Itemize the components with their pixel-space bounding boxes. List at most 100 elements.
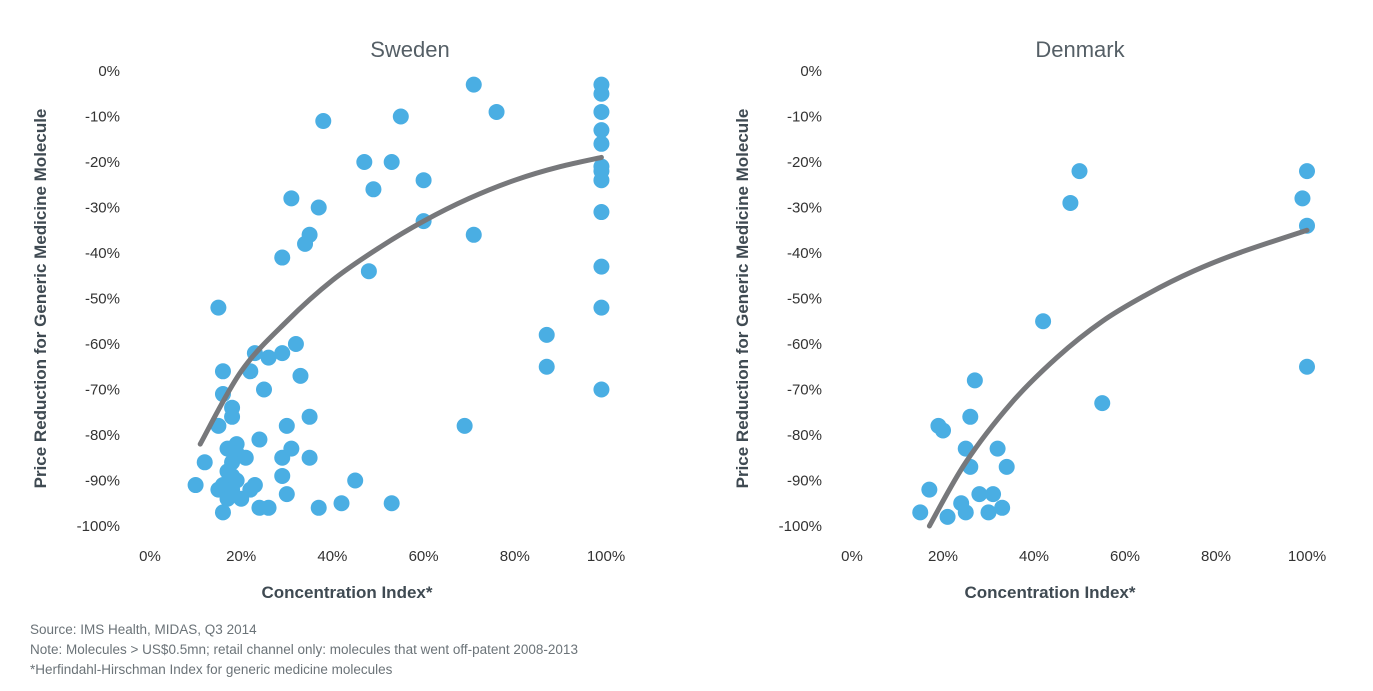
chart-1-data-point	[456, 417, 473, 434]
index-definition: *Herfindahl-Hirschman Index for generic …	[30, 662, 393, 677]
chart-1-data-point	[274, 345, 291, 362]
chart-1-data-point	[246, 477, 263, 494]
chart-panel: Sweden 0% -10% -20% -30% -40% -50% -60% -70% -80%…	[10, 10, 1363, 610]
chart-1-data-point	[224, 408, 241, 425]
chart-1-data-point	[256, 381, 272, 398]
chart-1-data-point	[274, 449, 291, 466]
chart-1-data-point	[383, 495, 400, 512]
chart-1-data-point	[347, 472, 364, 489]
chart-2-y-tick-label: -50%	[787, 291, 822, 308]
chart-1-data-point	[278, 486, 295, 503]
chart-1-data-point	[392, 108, 409, 125]
chart-1-data-point	[237, 449, 254, 466]
chart-1-data-point	[310, 199, 327, 216]
chart-1-data-point	[214, 363, 231, 380]
chart-2-data-point	[1294, 190, 1311, 207]
chart-1-data-point	[196, 454, 213, 471]
chart-2-x-tick-label: 0%	[841, 548, 863, 565]
chart-1-data-point	[214, 504, 231, 521]
chart-2-data-point	[966, 372, 983, 389]
chart-2-x-tick-label: 60%	[1110, 548, 1140, 565]
sample-note: Note: Molecules > US$0.5mn; retail chann…	[30, 642, 578, 657]
chart-2-x-tick-label: 80%	[1201, 548, 1231, 565]
chart-1-data-point	[210, 299, 227, 316]
chart-1-y-tick-label: -30%	[85, 200, 120, 217]
chart-2-data-point	[912, 504, 929, 521]
chart-2-data-point	[985, 486, 1002, 503]
chart-2-data-point	[921, 481, 938, 498]
chart-1-y-tick-label: -80%	[85, 427, 120, 444]
chart-1-data-point	[593, 381, 610, 398]
chart-2-data-point	[1094, 395, 1111, 412]
chart-1-data-point	[283, 190, 300, 207]
chart-2-y-tick-label: -20%	[787, 154, 822, 171]
chart-1-data-point	[251, 431, 268, 448]
chart-1-data-point	[415, 172, 432, 189]
chart-2-y-tick-label: -100%	[779, 518, 822, 535]
chart-2-y-tick-label: -70%	[787, 382, 822, 399]
chart-2-trend-line	[926, 227, 1310, 529]
chart-2-data-point	[980, 504, 997, 521]
chart-2-data-point	[1071, 163, 1088, 180]
chart-2-x-axis-title: Concentration Index*	[965, 583, 1136, 602]
chart-2-y-tick-label: -80%	[787, 427, 822, 444]
chart-1-data-point	[593, 299, 610, 316]
chart-2-data-point	[994, 499, 1011, 516]
chart-2-y-tick-label: -60%	[787, 336, 822, 353]
chart-1-data-point	[301, 408, 318, 425]
chart-2-data-point	[971, 486, 988, 503]
chart-2-x-tick-label: 100%	[1288, 548, 1326, 565]
chart-1-data-point	[538, 358, 555, 375]
chart-1-y-tick-label: -90%	[85, 473, 120, 490]
chart-2-title: Denmark	[1035, 37, 1125, 62]
chart-2-data-point	[1299, 358, 1315, 375]
chart-1-data-point	[465, 76, 482, 93]
chart-2-data-point	[939, 508, 956, 525]
chart-1-data-point	[356, 154, 373, 170]
chart-1-data-point	[538, 326, 555, 343]
chart-2-data-point	[998, 458, 1015, 475]
chart-1-data-point	[297, 235, 314, 252]
chart-1-y-tick-label: -70%	[85, 382, 120, 399]
chart-1-data-point	[292, 367, 309, 384]
chart-1-x-tick-label: 20%	[226, 548, 256, 565]
chart-1-y-tick-label: -50%	[85, 291, 120, 308]
chart-2-y-tick-label: -10%	[787, 109, 822, 126]
chart-1-trend-line	[197, 154, 604, 447]
chart-2-x-tick-label: 40%	[1019, 548, 1049, 565]
chart-1-data-point	[274, 249, 291, 266]
chart-1-y-tick-label: -100%	[77, 518, 120, 535]
chart-2-data-point	[1062, 194, 1079, 211]
chart-2-data-point	[962, 408, 979, 425]
chart-1-data-point	[260, 499, 277, 516]
chart-1-data-point	[488, 103, 505, 120]
chart-1-data-point	[260, 349, 277, 366]
chart-1-data-point	[187, 477, 204, 494]
chart-2-y-tick-label: 0%	[800, 63, 822, 80]
chart-1-data-point	[315, 113, 332, 130]
chart-2-data-point	[935, 422, 951, 439]
chart-1-x-tick-label: 100%	[587, 548, 625, 565]
chart-1-data-point	[593, 204, 610, 221]
chart-1-x-tick-label: 0%	[139, 548, 161, 565]
chart-1-data-point	[360, 263, 377, 280]
chart-1-data-point	[593, 258, 610, 275]
chart-2-y-tick-label: -40%	[787, 245, 822, 262]
chart-1-x-tick-label: 60%	[409, 548, 439, 565]
chart-2-data-point	[1299, 163, 1315, 180]
chart-1-x-tick-label: 40%	[317, 548, 347, 565]
chart-2-y-axis-title: Price Reduction for Generic Medicine Mol…	[733, 109, 752, 489]
chart-1-x-tick-label: 80%	[500, 548, 530, 565]
chart-1-data-point	[593, 103, 610, 120]
chart-1-x-axis-title: Concentration Index*	[262, 583, 433, 602]
chart-1-y-tick-label: -20%	[85, 154, 120, 171]
chart-2-y-tick-label: -30%	[787, 200, 822, 217]
chart-1-data-point	[274, 467, 291, 484]
chart-1-data-point	[593, 85, 610, 102]
chart-1-y-tick-label: -60%	[85, 336, 120, 353]
chart-1-data-point	[310, 499, 327, 516]
chart-1-data-point	[301, 449, 318, 466]
chart-2-y-tick-label: -90%	[787, 473, 822, 490]
chart-2-data-point	[1035, 313, 1052, 330]
chart-1-data-point	[233, 490, 250, 507]
